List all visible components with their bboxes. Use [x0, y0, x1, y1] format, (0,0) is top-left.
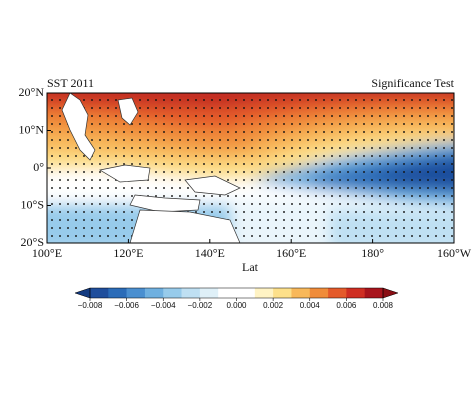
colorbar-segment [144, 288, 164, 298]
y-tick-label: 10°S [21, 197, 44, 211]
x-axis-label: Lat [242, 260, 259, 274]
colorbar-tick-label: 0.002 [263, 301, 284, 310]
colorbar-segment [163, 288, 182, 298]
colorbar-segment [181, 288, 201, 298]
colorbar-segment [126, 288, 146, 298]
map-title: SST 2011 [47, 76, 94, 90]
colorbar-tick-label: 0.006 [336, 301, 357, 310]
x-tick-label: 160°E [276, 246, 306, 260]
y-tick-label: 0° [33, 160, 44, 174]
colorbar-segment [254, 288, 274, 298]
colorbar-segment [273, 288, 292, 298]
colorbar-segment [236, 288, 256, 298]
colorbar-over [382, 287, 399, 299]
y-tick-label: 20°S [21, 235, 44, 249]
colorbar-tick-label: −0.006 [114, 301, 139, 310]
x-tick-label: 120°E [113, 246, 143, 260]
colorbar-under [74, 287, 91, 299]
x-tick-label: 160°W [437, 246, 472, 260]
colorbar-segment [309, 288, 329, 298]
y-tick-label: 20°N [19, 85, 45, 99]
sst-field [47, 93, 454, 243]
colorbar-tick-label: −0.002 [188, 301, 213, 310]
colorbar-segment [90, 288, 109, 298]
colorbar-tick-label: 0.008 [373, 301, 394, 310]
map-subtitle: Significance Test [371, 76, 454, 90]
colorbar-tick-label: −0.004 [151, 301, 176, 310]
colorbar-segment [364, 288, 384, 298]
x-tick-label: 140°E [195, 246, 225, 260]
colorbar-tick-label: 0.004 [300, 301, 321, 310]
colorbar: −0.008 −0.006 −0.004 −0.002 0.000 0.002 0.004 0… [74, 287, 399, 310]
colorbar-tick-label: −0.008 [78, 301, 103, 310]
x-tick-label: 100°E [32, 246, 62, 260]
y-tick-label: 10°N [19, 122, 45, 136]
colorbar-segment [291, 288, 311, 298]
x-tick-label: 180° [361, 246, 384, 260]
colorbar-tick-label: 0.000 [226, 301, 247, 310]
colorbar-segment [108, 288, 127, 298]
colorbar-segment [199, 288, 219, 298]
colorbar-segment [346, 288, 365, 298]
colorbar-segment [328, 288, 347, 298]
colorbar-segment [218, 288, 237, 298]
